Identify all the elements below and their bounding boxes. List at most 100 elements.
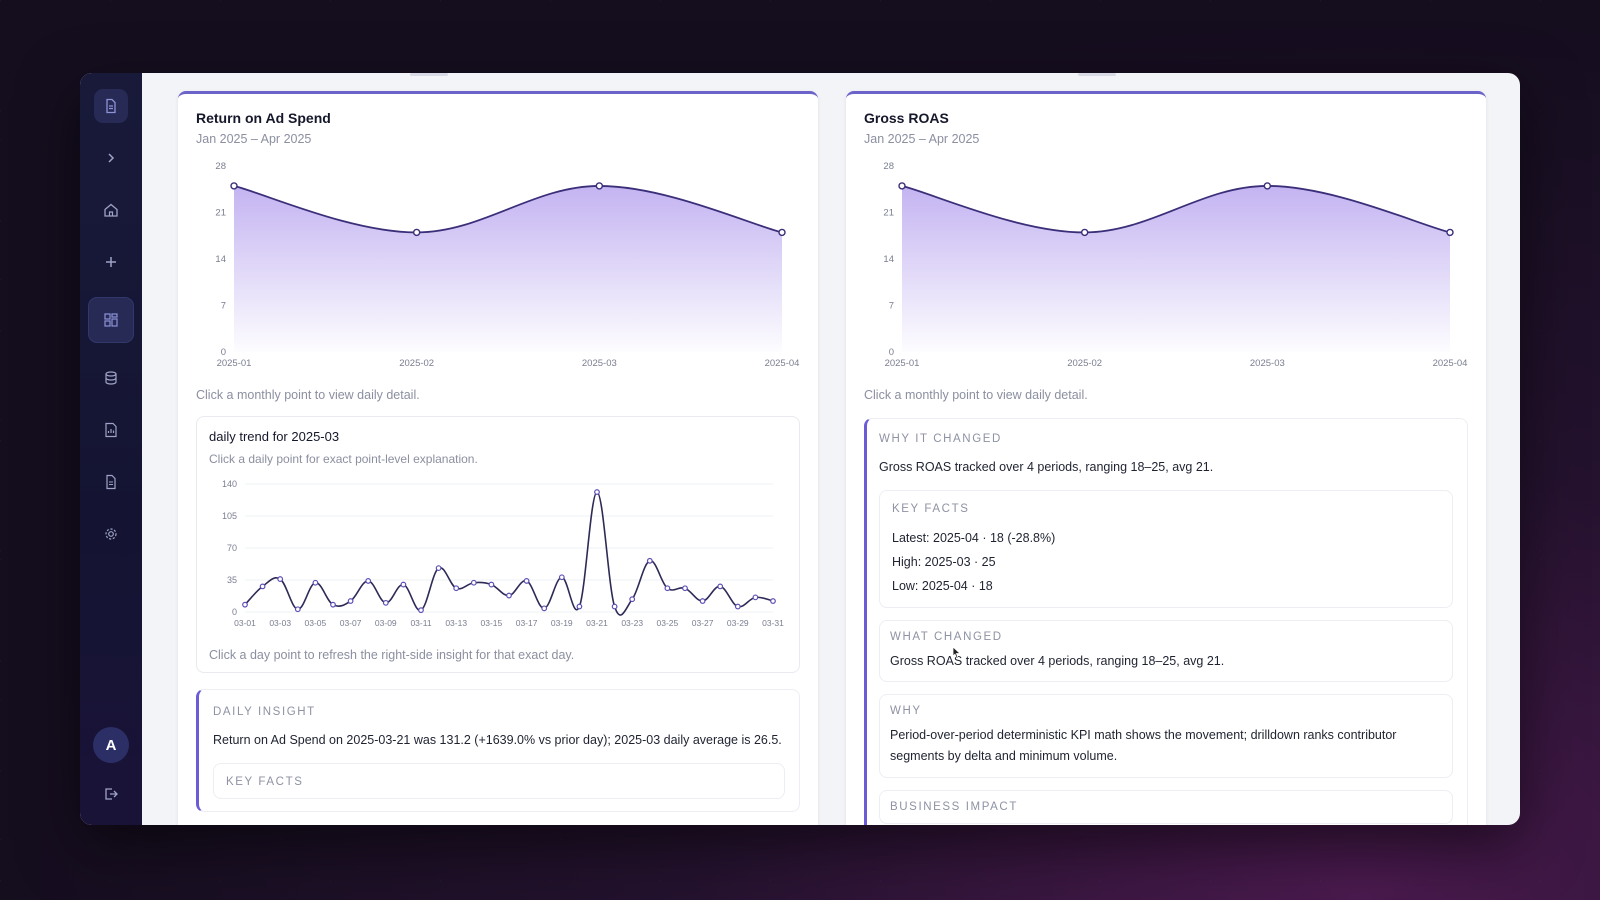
- data-point-03-15[interactable]: [488, 581, 495, 588]
- why-section: WHY Period-over-period deterministic KPI…: [879, 694, 1453, 778]
- daily-insight-caption: DAILY INSIGHT: [213, 706, 316, 718]
- chart-hint: Click a monthly point to view daily deta…: [864, 388, 1088, 402]
- plus-icon[interactable]: [94, 245, 128, 279]
- x-tick-label: 03-31: [762, 618, 784, 628]
- data-point-03-21[interactable]: [594, 489, 600, 495]
- x-tick-label: 2025-01: [885, 358, 920, 369]
- data-point-03-05[interactable]: [312, 579, 319, 586]
- why-it-changed-card: WHY IT CHANGED Gross ROAS tracked over 4…: [864, 418, 1468, 825]
- y-tick-label: 70: [227, 543, 237, 553]
- data-point-03-01[interactable]: [242, 601, 248, 608]
- database-icon[interactable]: [94, 361, 128, 395]
- panel-title: Gross ROAS: [864, 110, 949, 126]
- y-tick-label: 21: [215, 208, 226, 219]
- x-tick-label: 03-15: [481, 618, 503, 628]
- daily-trend-card: daily trend for 2025-03 Click a daily po…: [196, 416, 800, 673]
- data-point-03-06[interactable]: [330, 601, 336, 608]
- data-point-2025-04[interactable]: [1446, 228, 1454, 237]
- key-facts-box: KEY FACTS: [213, 762, 785, 799]
- data-point-03-12[interactable]: [435, 565, 442, 572]
- data-point-03-31[interactable]: [770, 598, 776, 604]
- x-tick-label: 03-03: [269, 618, 291, 628]
- y-tick-label: 21: [883, 208, 894, 219]
- data-point-03-29[interactable]: [734, 603, 741, 610]
- data-point-03-22[interactable]: [611, 603, 618, 610]
- y-tick-label: 14: [883, 254, 894, 265]
- gross-roas-area-chart[interactable]: 0 7 14 21 28 2025-01 2025-02 2025-03 2025-04: [864, 156, 1468, 374]
- data-point-2025-02[interactable]: [1080, 228, 1089, 237]
- data-point-03-07[interactable]: [347, 598, 354, 604]
- x-tick-label: 03-01: [234, 618, 256, 628]
- data-point-2025-01[interactable]: [230, 182, 238, 190]
- data-point-03-10[interactable]: [400, 581, 407, 588]
- dashboard-grid-icon[interactable]: [88, 297, 134, 343]
- y-tick-label: 0: [221, 347, 226, 358]
- chevron-right-icon[interactable]: [94, 141, 128, 175]
- data-point-03-14[interactable]: [470, 579, 477, 586]
- data-point-03-27[interactable]: [699, 598, 706, 604]
- file-icon[interactable]: [94, 465, 128, 499]
- fact-high: High: 2025-03 · 25: [892, 554, 996, 569]
- x-tick-label: 03-07: [340, 618, 362, 628]
- y-tick-label: 0: [889, 347, 894, 358]
- x-tick-label: 03-05: [305, 618, 327, 628]
- data-point-2025-03[interactable]: [1263, 182, 1272, 190]
- data-point-03-08[interactable]: [365, 578, 372, 584]
- data-point-03-24[interactable]: [646, 557, 653, 564]
- data-point-03-20[interactable]: [576, 603, 583, 610]
- data-point-03-25[interactable]: [664, 585, 671, 592]
- data-point-03-03[interactable]: [277, 576, 284, 582]
- settings-gear-icon[interactable]: [94, 517, 128, 551]
- x-tick-label: 2025-03: [582, 358, 617, 369]
- data-point-03-30[interactable]: [752, 594, 759, 601]
- daily-line-chart[interactable]: 0 35 70 105 140 03-01 03-03 03-05 03-07 03-09 03-1…: [209, 476, 787, 636]
- document-icon[interactable]: [94, 89, 128, 123]
- daily-insight-text: Return on Ad Spend on 2025-03-21 was 131…: [213, 733, 782, 747]
- data-point-03-04[interactable]: [294, 606, 301, 613]
- y-tick-label: 7: [221, 301, 226, 312]
- why-summary: Gross ROAS tracked over 4 periods, rangi…: [879, 460, 1214, 474]
- data-point-03-16[interactable]: [506, 592, 512, 599]
- data-point-03-26[interactable]: [682, 585, 688, 592]
- mouse-cursor-icon: [952, 646, 962, 660]
- data-point-2025-04[interactable]: [778, 228, 786, 237]
- x-tick-label: 03-13: [445, 618, 467, 628]
- area-fill: [234, 185, 782, 352]
- x-tick-label: 2025-03: [1250, 358, 1285, 369]
- series-line: [233, 185, 783, 234]
- data-point-03-13[interactable]: [453, 585, 460, 592]
- data-point-03-19[interactable]: [558, 574, 565, 581]
- panel-title: Return on Ad Spend: [196, 110, 331, 126]
- report-icon[interactable]: [94, 413, 128, 447]
- x-tick-label: 03-25: [657, 618, 679, 628]
- y-tick-label: 28: [883, 161, 894, 172]
- logout-icon[interactable]: [94, 777, 128, 811]
- top-tab-strip: [410, 73, 1116, 76]
- y-tick-label: 7: [889, 301, 894, 312]
- x-tick-label: 03-29: [727, 618, 749, 628]
- right-kpi-panel: Gross ROAS Jan 2025 – Apr 2025 0 7 14 21 28 2…: [846, 91, 1486, 825]
- data-point-03-11[interactable]: [418, 607, 424, 614]
- data-point-03-23[interactable]: [629, 596, 636, 603]
- sidebar-bottom: A: [93, 727, 129, 811]
- data-point-2025-03[interactable]: [595, 182, 604, 190]
- x-tick-label: 2025-04: [1433, 358, 1468, 369]
- home-icon[interactable]: [94, 193, 128, 227]
- roas-area-chart[interactable]: 0 7 14 21 28 2025-01 2025-02 2025-03 2025-04: [196, 156, 800, 374]
- data-point-2025-02[interactable]: [412, 228, 421, 237]
- data-point-03-18[interactable]: [541, 605, 548, 612]
- daily-insight-card: DAILY INSIGHT Return on Ad Spend on 2025…: [196, 689, 800, 812]
- avatar[interactable]: A: [93, 727, 129, 763]
- area-fill: [902, 185, 1450, 352]
- app-window: A Return on Ad Spend Jan 2025 – Apr 2025…: [80, 73, 1520, 825]
- data-point-03-28[interactable]: [717, 583, 724, 590]
- key-facts-caption: KEY FACTS: [226, 775, 304, 788]
- data-point-2025-01[interactable]: [898, 182, 906, 190]
- why-text: Period-over-period deterministic KPI mat…: [890, 728, 1397, 763]
- data-point-03-09[interactable]: [382, 599, 389, 606]
- data-point-03-17[interactable]: [523, 578, 530, 584]
- y-tick-label: 140: [222, 479, 237, 489]
- data-point-03-02[interactable]: [259, 583, 266, 590]
- x-tick-label: 03-11: [410, 618, 431, 628]
- x-tick-label: 03-19: [551, 618, 573, 628]
